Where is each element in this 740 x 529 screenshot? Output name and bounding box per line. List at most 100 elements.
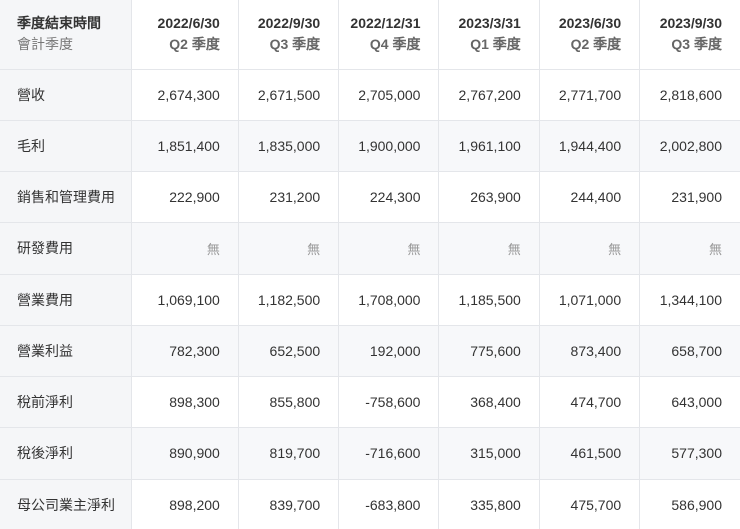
table-row: 研發費用 無 無 無 無 無 無 [0, 222, 740, 275]
table-cell: 231,200 [238, 171, 340, 224]
column-date: 2023/6/30 [558, 15, 622, 32]
table-row: 母公司業主淨利 898,200 839,700 -683,800 335,800… [0, 479, 740, 529]
row-label: 銷售和管理費用 [0, 171, 132, 224]
row-label: 母公司業主淨利 [0, 479, 132, 529]
table-cell: 1,961,100 [438, 120, 540, 173]
table-header-row: 季度結束時間 會計季度 2022/6/30 Q2 季度 2022/9/30 Q3… [0, 0, 740, 70]
table-cell: 898,200 [138, 479, 239, 529]
row-gap [131, 479, 138, 529]
table-cell: 658,700 [639, 325, 740, 378]
row-gap [131, 274, 138, 326]
table-cell: 461,500 [539, 427, 641, 480]
row-label: 毛利 [0, 120, 132, 173]
row-gap [131, 325, 138, 378]
table-cell: 1,835,000 [238, 120, 340, 173]
column-date: 2022/6/30 [157, 15, 220, 32]
table-cell: 315,000 [438, 427, 540, 480]
table-cell: 2,671,500 [238, 69, 340, 121]
column-quarter: Q2 季度 [169, 36, 220, 53]
header-gap [131, 0, 138, 70]
row-label: 營收 [0, 69, 132, 121]
table-cell: 643,000 [639, 376, 740, 429]
table-cell: 2,674,300 [138, 69, 239, 121]
column-date: 2022/9/30 [257, 15, 321, 32]
table-cell: -758,600 [338, 376, 440, 429]
row-label: 營業利益 [0, 325, 132, 378]
table-cell: 1,944,400 [539, 120, 641, 173]
column-header: 2022/9/30 Q3 季度 [238, 0, 340, 70]
column-header: 2023/9/30 Q3 季度 [639, 0, 740, 70]
row-gap [131, 171, 138, 224]
table-row: 營業利益 782,300 652,500 192,000 775,600 873… [0, 325, 740, 378]
table-row: 營收 2,674,300 2,671,500 2,705,000 2,767,2… [0, 69, 740, 121]
table-cell: 2,818,600 [639, 69, 740, 121]
table-cell: 335,800 [438, 479, 540, 529]
column-header: 2022/12/31 Q4 季度 [338, 0, 440, 70]
table-cell: 898,300 [138, 376, 239, 429]
column-quarter: Q1 季度 [470, 36, 521, 53]
column-date: 2023/9/30 [659, 15, 722, 32]
table-cell: 475,700 [539, 479, 641, 529]
table-cell: 819,700 [238, 427, 340, 480]
table-cell: 231,900 [639, 171, 740, 224]
table-cell: 222,900 [138, 171, 239, 224]
table-cell: 1,900,000 [338, 120, 440, 173]
table-cell: 無 [338, 222, 440, 275]
table-cell: 1,344,100 [639, 274, 740, 326]
table-cell: 1,708,000 [338, 274, 440, 326]
table-cell: 244,400 [539, 171, 641, 224]
table-cell: 775,600 [438, 325, 540, 378]
table-cell: 782,300 [138, 325, 239, 378]
table-cell: 無 [238, 222, 340, 275]
table-cell: 1,069,100 [138, 274, 239, 326]
header-subtitle: 會計季度 [17, 36, 73, 53]
column-header: 2023/6/30 Q2 季度 [539, 0, 641, 70]
table-cell: -716,600 [338, 427, 440, 480]
table-cell: 839,700 [238, 479, 340, 529]
table-cell: 890,900 [138, 427, 239, 480]
header-label-cell: 季度結束時間 會計季度 [0, 0, 132, 70]
table-row: 毛利 1,851,400 1,835,000 1,900,000 1,961,1… [0, 120, 740, 173]
table-cell: 224,300 [338, 171, 440, 224]
table-cell: 577,300 [639, 427, 740, 480]
header-title: 季度結束時間 [17, 15, 101, 32]
table-cell: 652,500 [238, 325, 340, 378]
table-row: 營業費用 1,069,100 1,182,500 1,708,000 1,185… [0, 274, 740, 326]
table-cell: 1,185,500 [438, 274, 540, 326]
table-cell: 1,182,500 [238, 274, 340, 326]
table-cell: 192,000 [338, 325, 440, 378]
column-date: 2023/3/31 [458, 15, 521, 32]
table-cell: 2,705,000 [338, 69, 440, 121]
table-cell: 263,900 [438, 171, 540, 224]
table-cell: 855,800 [238, 376, 340, 429]
table-cell: 2,771,700 [539, 69, 641, 121]
column-date: 2022/12/31 [350, 15, 421, 32]
row-gap [131, 120, 138, 173]
table-cell: 1,851,400 [138, 120, 239, 173]
table-cell: 無 [639, 222, 740, 275]
table-cell: 無 [539, 222, 641, 275]
table-cell: -683,800 [338, 479, 440, 529]
table-cell: 無 [138, 222, 239, 275]
table-cell: 1,071,000 [539, 274, 641, 326]
table-cell: 873,400 [539, 325, 641, 378]
row-label: 營業費用 [0, 274, 132, 326]
row-label: 研發費用 [0, 222, 132, 275]
column-header: 2023/3/31 Q1 季度 [438, 0, 540, 70]
row-label: 稅後淨利 [0, 427, 132, 480]
column-quarter: Q4 季度 [369, 36, 421, 53]
row-gap [131, 376, 138, 429]
table-cell: 586,900 [639, 479, 740, 529]
column-quarter: Q2 季度 [570, 36, 622, 53]
table-cell: 2,002,800 [639, 120, 740, 173]
row-gap [131, 222, 138, 275]
table-cell: 無 [438, 222, 540, 275]
table-row: 稅後淨利 890,900 819,700 -716,600 315,000 46… [0, 427, 740, 480]
table-cell: 2,767,200 [438, 69, 540, 121]
column-header: 2022/6/30 Q2 季度 [138, 0, 239, 70]
row-gap [131, 427, 138, 480]
table-cell: 474,700 [539, 376, 641, 429]
table-row: 稅前淨利 898,300 855,800 -758,600 368,400 47… [0, 376, 740, 429]
table-cell: 368,400 [438, 376, 540, 429]
